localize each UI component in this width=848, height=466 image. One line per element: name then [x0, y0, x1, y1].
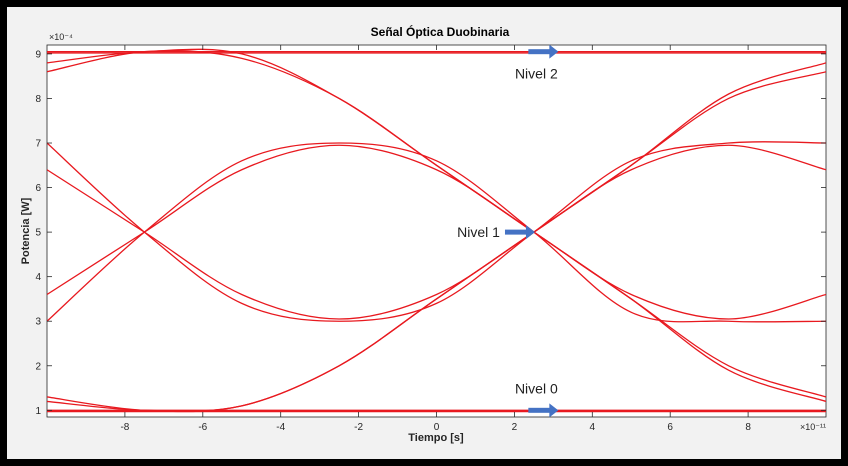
y-tick-label: 6	[35, 183, 41, 194]
x-tick-label: 0	[434, 422, 440, 433]
x-tick-label: 4	[590, 422, 596, 433]
chart-title: Señal Óptica Duobinaria	[371, 24, 510, 39]
series-line-1	[47, 50, 826, 403]
x-axis-label: Tiempo [s]	[408, 432, 464, 444]
series-line-5	[47, 142, 826, 323]
y-tick-label: 8	[35, 94, 41, 105]
x-tick-label: 6	[667, 422, 673, 433]
y-tick-label: 7	[35, 139, 41, 150]
arrow-head-icon	[525, 225, 535, 240]
x-tick-label: 2	[512, 422, 518, 433]
y-tick-label: 9	[35, 49, 41, 60]
axis-ticks: -8 -6 -4 -2 0 2 4 6 8 1 2 3 4 5 6 7 8 9	[35, 45, 826, 433]
level-annotations: Nivel 2 Nivel 1 Nivel 0	[457, 44, 559, 418]
arrow-icon	[528, 407, 551, 413]
annotation-label: Nivel 1	[457, 224, 500, 240]
y-axis-label: Potencia [W]	[20, 197, 32, 264]
x-tick-label: -8	[120, 422, 129, 433]
x-tick-label: -2	[354, 422, 363, 433]
annotation-label: Nivel 2	[515, 66, 558, 82]
arrow-head-icon	[549, 403, 559, 418]
x-tick-label: -4	[276, 422, 285, 433]
y-tick-label: 1	[35, 406, 41, 417]
x-tick-label: 8	[745, 422, 751, 433]
arrow-icon	[528, 49, 551, 55]
y-tick-label: 4	[35, 272, 41, 283]
series-line-6	[47, 144, 826, 320]
eye-diagram-curves	[47, 48, 826, 413]
series-line-4	[47, 144, 826, 320]
x-multiplier-label: ×10⁻¹¹	[800, 422, 826, 432]
annotation-label: Nivel 0	[515, 380, 558, 396]
y-multiplier-label: ×10⁻⁴	[49, 32, 73, 42]
y-tick-label: 3	[35, 317, 41, 328]
y-tick-label: 2	[35, 361, 41, 372]
arrow-icon	[504, 229, 527, 235]
plot-area	[46, 44, 827, 418]
series-line-7	[47, 141, 826, 322]
x-tick-label: -6	[198, 422, 207, 433]
y-tick-label: 5	[35, 228, 41, 239]
arrow-head-icon	[549, 44, 559, 59]
